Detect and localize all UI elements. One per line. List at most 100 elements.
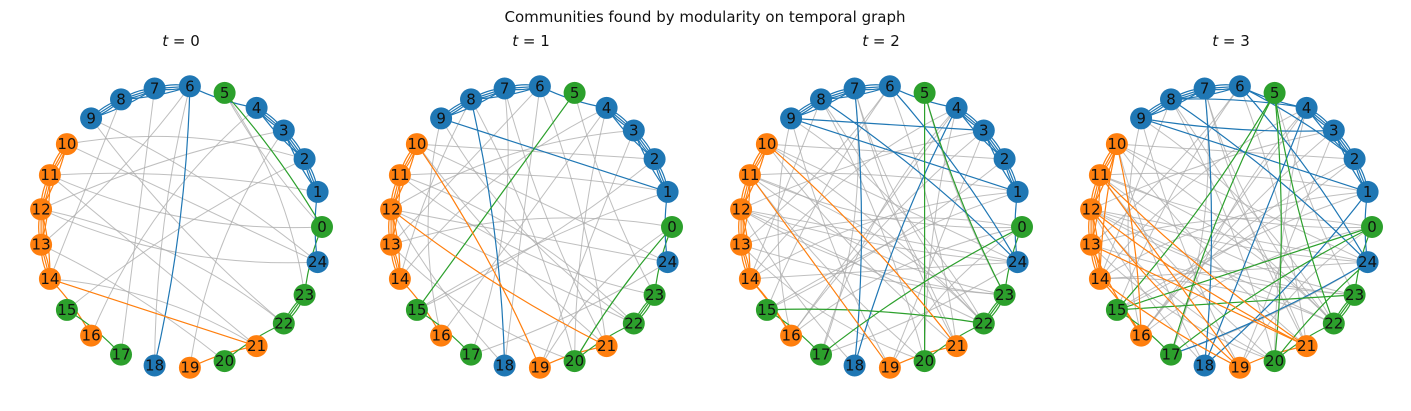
graph-node: 20 <box>213 350 236 373</box>
inter-community-edge <box>120 88 156 355</box>
intra-community-edge <box>470 99 506 366</box>
intra-community-edge <box>1099 174 1307 347</box>
node-label: 16 <box>782 327 801 345</box>
graph-node: 0 <box>311 216 333 238</box>
intra-community-edge <box>766 308 984 325</box>
node-circle <box>945 96 968 119</box>
node-label: 9 <box>1136 109 1146 127</box>
graph-node: 11 <box>1088 164 1111 187</box>
node-label: 11 <box>1090 166 1109 184</box>
node-label: 15 <box>1107 301 1126 319</box>
inter-community-edge <box>1170 99 1308 347</box>
inter-community-edge <box>49 174 323 229</box>
node-circle <box>1295 335 1318 358</box>
node-circle <box>1105 133 1128 156</box>
graph-node: 24 <box>656 251 679 274</box>
intra-community-edge <box>416 143 541 368</box>
node-label: 1 <box>1363 183 1373 201</box>
inter-community-edge <box>40 208 318 264</box>
graph-node: 3 <box>622 119 645 142</box>
node-label: 11 <box>740 166 759 184</box>
node-circle <box>1263 81 1286 104</box>
inter-community-edge <box>539 86 608 347</box>
intra-community-edge <box>766 143 958 347</box>
node-label: 24 <box>1008 253 1027 271</box>
node-label: 0 <box>317 218 327 236</box>
panel-title: t = 3 <box>1212 32 1250 50</box>
inter-community-edge <box>574 92 656 296</box>
node-label: 22 <box>974 315 993 333</box>
node-circle <box>1105 298 1128 321</box>
node-circle <box>245 96 268 119</box>
intra-community-edge <box>1140 117 1368 193</box>
inter-community-edge <box>749 107 957 280</box>
inter-community-edge <box>749 191 1018 280</box>
intra-community-edge <box>1141 117 1334 132</box>
graph-node: 16 <box>430 324 453 347</box>
node-label: 8 <box>466 90 476 108</box>
node-label: 16 <box>1132 327 1151 345</box>
node-circle <box>730 233 753 256</box>
inter-community-edge <box>440 107 608 336</box>
node-label: 1 <box>313 183 323 201</box>
node-label: 23 <box>995 286 1014 304</box>
intra-community-edge <box>49 278 257 347</box>
node-label: 11 <box>390 166 409 184</box>
node-circle <box>993 148 1016 171</box>
node-circle <box>810 343 832 366</box>
node-circle <box>380 198 403 221</box>
node-label: 12 <box>382 200 401 218</box>
node-circle <box>661 216 683 238</box>
graph-node: 15 <box>55 298 78 321</box>
intra-community-edge <box>820 226 1023 356</box>
node-circle <box>730 198 753 221</box>
intra-community-edge <box>1239 85 1355 160</box>
graph-node: 13 <box>730 233 753 256</box>
inter-community-edge <box>40 208 285 324</box>
graph-node: 22 <box>972 312 995 335</box>
node-label: 9 <box>86 109 96 127</box>
node-circle <box>30 198 53 221</box>
node-label: 18 <box>145 357 164 375</box>
intra-community-edge <box>1170 226 1373 356</box>
inter-community-edge <box>766 143 1018 263</box>
node-circle <box>1006 180 1029 203</box>
inter-community-edge <box>90 118 285 324</box>
graph-node: 16 <box>780 324 803 347</box>
node-label: 14 <box>390 270 409 288</box>
node-label: 13 <box>732 236 751 254</box>
node-label: 22 <box>624 315 643 333</box>
node-circle <box>738 164 761 187</box>
panel-title: t = 0 <box>162 32 200 50</box>
node-label: 9 <box>436 109 446 127</box>
node-circle <box>30 233 53 256</box>
graph-node: 5 <box>213 81 236 104</box>
graph-node: 10 <box>55 133 78 156</box>
node-circle <box>1343 283 1366 306</box>
node-label: 16 <box>82 327 101 345</box>
inter-community-edge <box>1116 143 1307 347</box>
node-circle <box>528 75 551 98</box>
intra-community-edge <box>1170 98 1369 263</box>
graph-node: 2 <box>293 148 316 171</box>
node-circle <box>595 335 618 358</box>
node-circle <box>405 133 428 156</box>
intra-community-edge <box>1204 88 1213 366</box>
intra-community-edge <box>1099 174 1241 369</box>
node-circle <box>110 343 132 366</box>
node-circle <box>80 324 103 347</box>
inter-community-edge <box>391 208 668 263</box>
node-label: 12 <box>32 200 51 218</box>
node-label: 7 <box>150 80 160 98</box>
node-label: 13 <box>382 236 401 254</box>
node-label: 7 <box>1200 80 1210 98</box>
graph-node: 11 <box>38 164 61 187</box>
intra-community-edge <box>1090 244 1142 336</box>
node-circle <box>493 77 516 100</box>
graph-node: 13 <box>380 233 403 256</box>
inter-community-edge <box>740 244 1005 296</box>
graph-node: 4 <box>245 96 268 119</box>
